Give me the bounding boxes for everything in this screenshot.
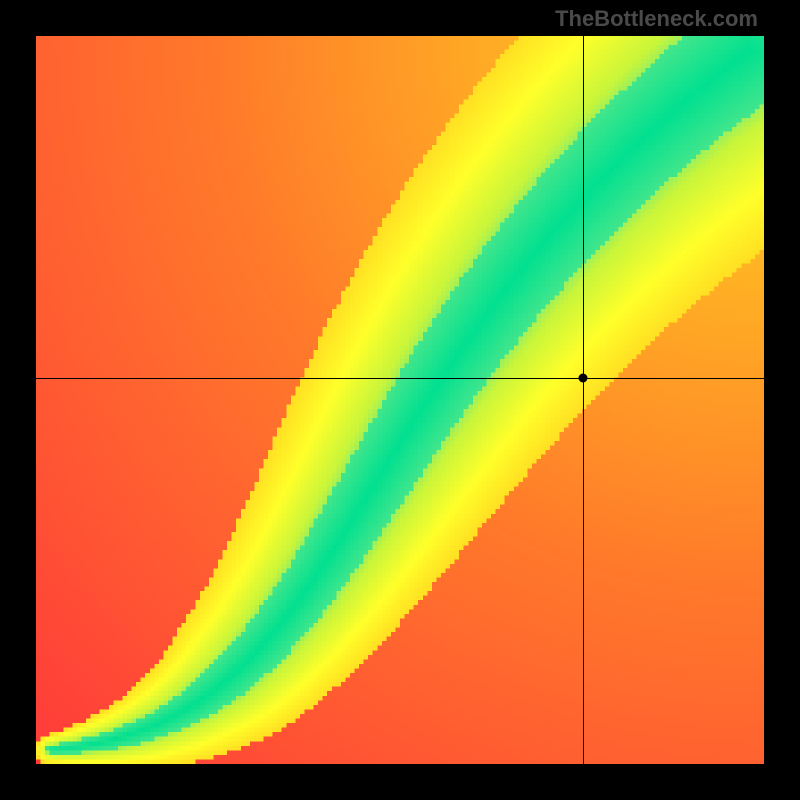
heatmap-plot <box>36 36 764 764</box>
chart-container: { "watermark": { "text": "TheBottleneck.… <box>0 0 800 800</box>
crosshair-horizontal <box>36 378 764 379</box>
crosshair-vertical <box>583 36 584 764</box>
watermark-text: TheBottleneck.com <box>555 6 758 32</box>
crosshair-marker <box>579 374 588 383</box>
heatmap-canvas <box>36 36 764 764</box>
